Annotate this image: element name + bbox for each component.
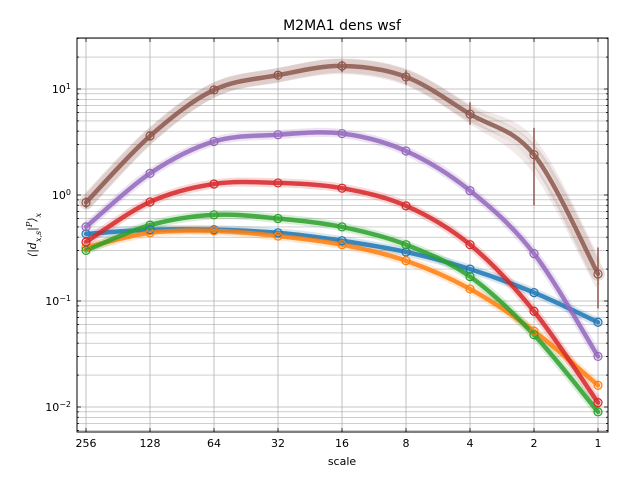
- data-point: [273, 228, 283, 238]
- data-point: [593, 398, 603, 408]
- data-point: [529, 249, 539, 259]
- data-point: [209, 210, 219, 220]
- data-point: [593, 269, 603, 279]
- data-point: [529, 288, 539, 298]
- data-point: [401, 256, 411, 266]
- data-point: [529, 150, 539, 160]
- data-point: [273, 178, 283, 188]
- data-point: [81, 237, 91, 247]
- data-point: [337, 222, 347, 232]
- y-tick-label: 101: [52, 82, 71, 97]
- data-point: [81, 242, 91, 253]
- x-tick-label: 32: [271, 437, 285, 450]
- x-axis-label: scale: [328, 455, 357, 468]
- x-tick-label: 256: [76, 437, 97, 450]
- x-tick-label: 128: [140, 437, 161, 450]
- data-point: [465, 271, 475, 282]
- data-point: [593, 380, 603, 390]
- data-point: [273, 70, 283, 80]
- data-point: [465, 240, 475, 250]
- data-point: [593, 317, 603, 327]
- data-point: [145, 197, 155, 207]
- x-tick-label: 1: [595, 437, 602, 450]
- data-point: [273, 213, 283, 224]
- plot-frame: [76, 37, 609, 433]
- data-point: [337, 61, 347, 71]
- data-point: [337, 128, 347, 139]
- data-point: [401, 240, 411, 250]
- data-point: [209, 85, 219, 95]
- data-point: [209, 179, 219, 189]
- data-point: [529, 326, 539, 336]
- data-point: [465, 186, 475, 196]
- data-point: [273, 231, 283, 241]
- data-point: [401, 146, 411, 156]
- x-tick-label: 8: [403, 437, 410, 450]
- data-point: [593, 351, 603, 362]
- y-tick-label: 10−2: [45, 400, 71, 415]
- data-point: [465, 284, 475, 294]
- data-point: [401, 72, 411, 82]
- data-point: [81, 197, 91, 208]
- data-point: [465, 109, 475, 119]
- series-band-low: [83, 68, 601, 288]
- data-point: [145, 225, 155, 235]
- data-point: [145, 220, 155, 230]
- chart-title: M2MA1 dens wsf: [283, 18, 402, 34]
- y-tick-label: 100: [52, 188, 71, 203]
- data-point: [529, 330, 539, 340]
- data-point: [273, 130, 283, 140]
- x-tick-label: 2: [531, 437, 538, 450]
- data-point: [401, 247, 411, 257]
- grid: [77, 38, 608, 432]
- data-point: [145, 168, 155, 178]
- y-tick-label: 10−1: [45, 294, 71, 309]
- data-point: [209, 226, 219, 236]
- data-point: [593, 407, 603, 417]
- data-point: [81, 222, 91, 232]
- data-point: [337, 183, 347, 193]
- data-point: [209, 136, 219, 147]
- data-point: [145, 131, 155, 141]
- x-tick-label: 16: [335, 437, 349, 450]
- x-tick-label: 4: [467, 437, 474, 450]
- data-point: [337, 240, 347, 250]
- x-tick-label: 64: [207, 437, 221, 450]
- data-point: [529, 306, 539, 316]
- data-points: [81, 60, 603, 417]
- data-point: [337, 236, 347, 246]
- data-point: [401, 201, 411, 211]
- y-axis-label: ⟨|dx,s|P⟩x: [25, 212, 43, 257]
